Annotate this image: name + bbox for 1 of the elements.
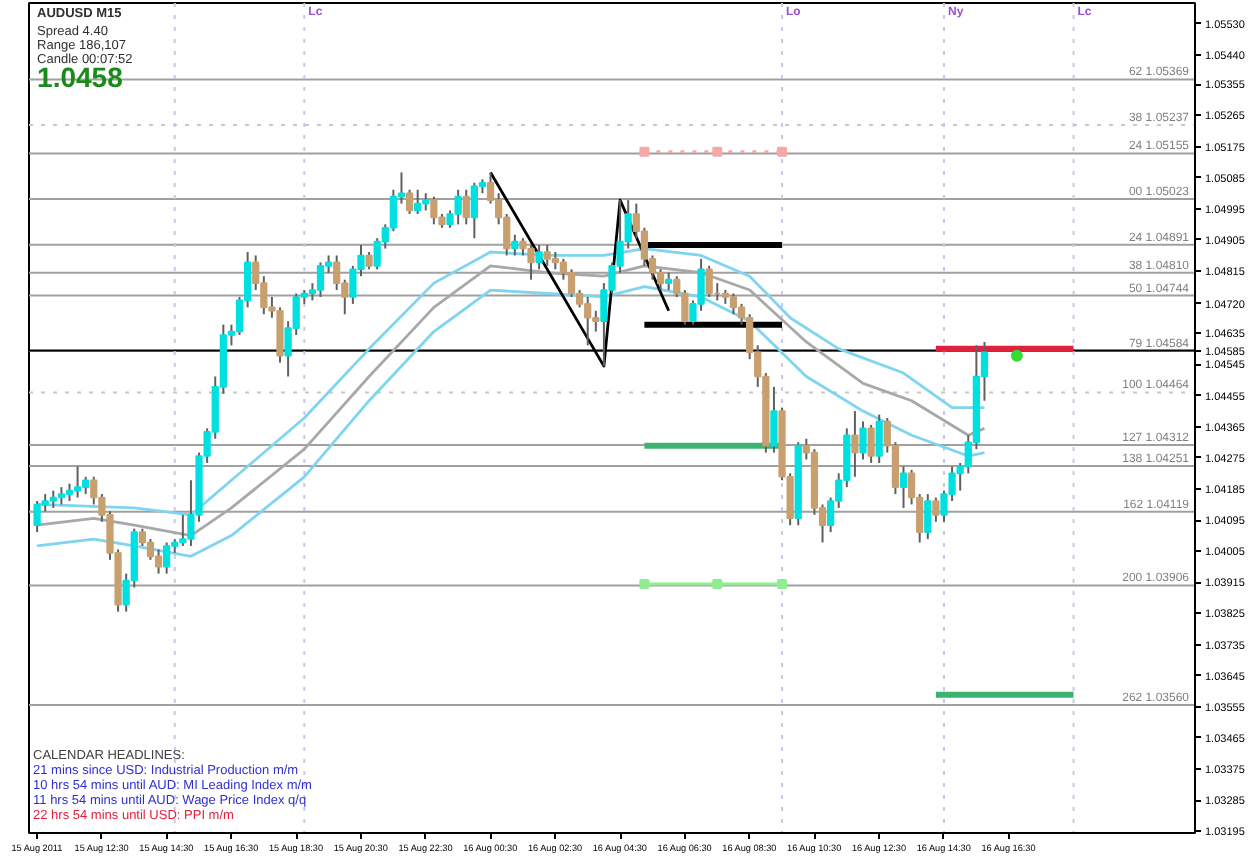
annotation: 1.0458 [37, 61, 124, 93]
